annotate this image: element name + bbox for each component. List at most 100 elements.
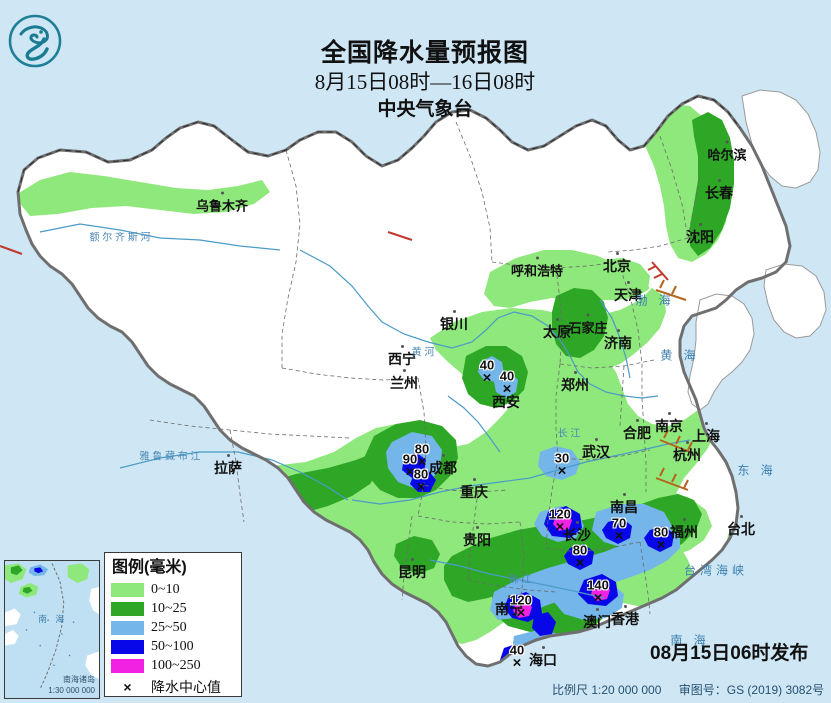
city-label: 郑州 bbox=[561, 371, 589, 395]
city-dot-icon bbox=[616, 329, 620, 332]
city-name: 济南 bbox=[604, 335, 632, 351]
city-name: 哈尔滨 bbox=[707, 147, 747, 163]
sea-label: 东 海 bbox=[737, 463, 777, 478]
inset-scale: 1:30 000 000 bbox=[48, 686, 95, 695]
city-dot-icon bbox=[698, 223, 702, 226]
precip-center-cross-icon: × bbox=[482, 369, 492, 387]
city-name: 银川 bbox=[440, 316, 468, 332]
city-name: 昆明 bbox=[398, 564, 426, 580]
precip-center-cross-icon: × bbox=[516, 604, 526, 622]
city-name: 郑州 bbox=[561, 377, 589, 393]
legend-center-label: 降水中心值 bbox=[151, 678, 221, 695]
precip-center-value: 80 bbox=[414, 441, 430, 457]
city-name: 合肥 bbox=[623, 425, 651, 441]
city-label: 长沙 bbox=[563, 521, 591, 545]
inset-geometry: 南 海 bbox=[5, 561, 99, 698]
city-dot-icon bbox=[402, 369, 406, 372]
city-name: 福州 bbox=[670, 524, 698, 540]
city-name: 石家庄 bbox=[568, 320, 608, 336]
precip-center-cross-icon: × bbox=[614, 527, 624, 545]
footer-line: 比例尺 1:20 000 000 审图号：GS (2019) 3082号 bbox=[552, 681, 831, 698]
legend-swatch bbox=[111, 639, 144, 654]
river-label: 额 尔 齐 斯 河 bbox=[89, 232, 151, 244]
city-name: 长春 bbox=[705, 185, 733, 201]
precip-center-marker: 40 × bbox=[509, 642, 525, 672]
forecast-period: 8月15日08时—16日08时 bbox=[314, 70, 536, 94]
precip-center-cross-icon: × bbox=[557, 462, 567, 480]
precip-center-marker: 70 × bbox=[612, 517, 626, 545]
city-label: 哈尔滨 bbox=[707, 140, 747, 164]
city-label: 济南 bbox=[604, 329, 632, 353]
city-label: 南京 bbox=[655, 412, 683, 436]
front-symbols-red bbox=[0, 231, 669, 281]
city-name: 重庆 bbox=[460, 484, 488, 500]
precip-center-cross-icon: × bbox=[593, 589, 603, 607]
legend-band-label: 25~50 bbox=[151, 619, 187, 635]
precip-center-marker: 80 × bbox=[414, 441, 430, 470]
city-label: 西宁 bbox=[388, 345, 416, 369]
city-label: 南宁 bbox=[495, 595, 523, 619]
precip-center-value: 90 bbox=[402, 451, 418, 467]
river-label: 黄 河 bbox=[411, 347, 435, 359]
legend-row-4: 100~250 bbox=[111, 656, 236, 675]
precip-center-marker: 40 × bbox=[480, 359, 494, 387]
river-label: 长 江 bbox=[557, 428, 581, 440]
legend-swatch bbox=[111, 582, 144, 597]
inset-label: 南海诸岛 bbox=[63, 675, 95, 684]
city-label: 福州 bbox=[670, 518, 698, 542]
city-name: 杭州 bbox=[673, 447, 701, 463]
map-number: 审图号：GS (2019) 3082号 bbox=[678, 683, 825, 697]
city-label: 太原 bbox=[543, 318, 571, 342]
city-dot-icon bbox=[635, 419, 639, 422]
legend-title: 图例(毫米) bbox=[112, 559, 187, 576]
legend-row-2: 25~50 bbox=[111, 618, 236, 637]
city-dot-icon bbox=[594, 438, 598, 441]
city-name: 贵阳 bbox=[463, 532, 491, 548]
city-name: 乌鲁木齐 bbox=[195, 198, 249, 214]
city-name: 北京 bbox=[603, 258, 631, 274]
city-name: 上海 bbox=[692, 428, 720, 444]
city-label: 武汉 bbox=[582, 438, 610, 462]
city-name: 成都 bbox=[429, 460, 457, 476]
precip-center-marker: 30 × bbox=[555, 452, 569, 480]
legend-row-1: 10~25 bbox=[111, 599, 236, 618]
city-label: 成都 bbox=[429, 454, 457, 478]
national-boundary bbox=[16, 94, 792, 668]
issue-time: 08月15日06时发布 bbox=[650, 643, 809, 664]
precip-center-marker: 80 × bbox=[414, 468, 428, 496]
city-dot-icon bbox=[622, 493, 626, 496]
precip-center-cross-icon: × bbox=[512, 654, 522, 672]
sea-label: 南 海 bbox=[670, 633, 710, 648]
city-label: 重庆 bbox=[460, 478, 488, 502]
precip-center-marker: 120 × bbox=[549, 508, 571, 535]
city-label: 拉萨 bbox=[214, 454, 242, 478]
precip-center-value: 40 bbox=[509, 642, 525, 658]
svg-text:南 海: 南 海 bbox=[38, 613, 67, 624]
city-dot-icon bbox=[615, 252, 619, 255]
city-label: 西安 bbox=[492, 388, 520, 412]
city-dot-icon bbox=[595, 608, 599, 611]
legend-row-center: × 降水中心值 bbox=[111, 676, 236, 697]
precip-center-marker: 90 × bbox=[402, 451, 418, 480]
precip-center-value: 120 bbox=[510, 592, 532, 608]
precip-center-cross-icon: × bbox=[416, 478, 426, 496]
city-dot-icon bbox=[623, 605, 627, 608]
city-dot-icon bbox=[586, 313, 590, 317]
city-dot-icon bbox=[555, 318, 559, 321]
city-name: 台北 bbox=[727, 521, 755, 537]
precip-center-value: 80 bbox=[572, 542, 588, 558]
city-label: 乌鲁木齐 bbox=[195, 191, 249, 215]
city-name: 南宁 bbox=[495, 601, 523, 617]
city-dot-icon bbox=[400, 345, 404, 348]
city-dot-icon bbox=[441, 454, 445, 457]
precip-band-25-50 bbox=[386, 356, 680, 664]
city-dot-icon bbox=[685, 441, 689, 444]
city-dot-icon bbox=[704, 422, 708, 425]
city-dot-icon bbox=[725, 140, 729, 144]
precip-center-marker: 140 × bbox=[587, 579, 609, 607]
legend-swatch bbox=[111, 601, 144, 616]
city-dot-icon bbox=[739, 515, 743, 518]
city-dot-icon bbox=[535, 256, 539, 260]
city-label: 沈阳 bbox=[686, 223, 714, 247]
